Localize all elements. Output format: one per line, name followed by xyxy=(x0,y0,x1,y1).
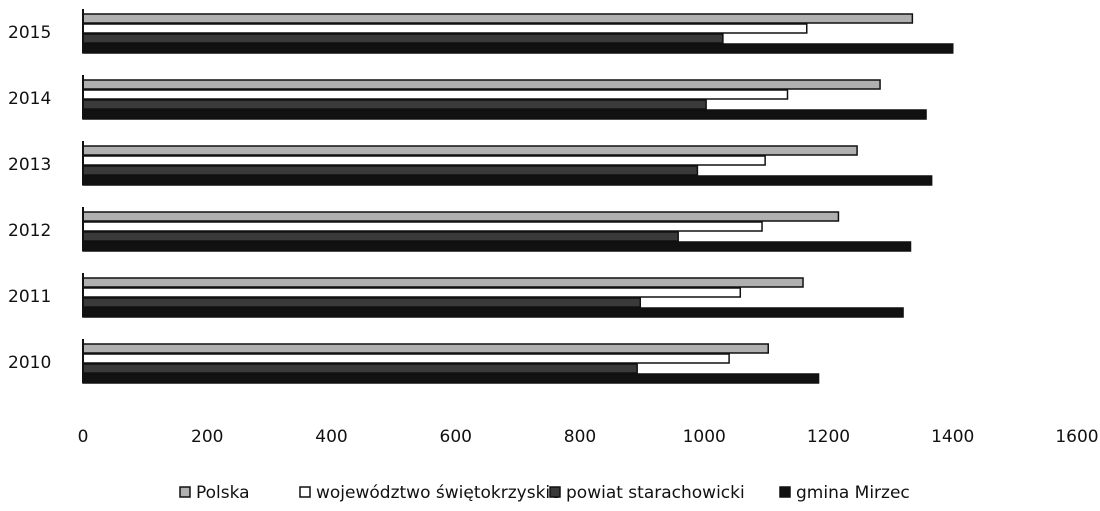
legend-label: gmina Mirzec xyxy=(796,483,910,503)
bar xyxy=(82,165,699,176)
bar xyxy=(82,297,642,308)
bar xyxy=(82,43,954,54)
x-tick-label: 200 xyxy=(191,427,223,447)
legend-label: województwo świętokrzyskie xyxy=(316,483,561,503)
y-tick-label: 2010 xyxy=(8,353,51,373)
legend-swatch xyxy=(779,486,791,498)
x-tick-label: 0 xyxy=(78,427,89,447)
bar xyxy=(82,287,742,298)
bar xyxy=(82,343,769,354)
x-tick-label: 400 xyxy=(315,427,347,447)
x-tick-label: 600 xyxy=(440,427,472,447)
y-tick-label: 2014 xyxy=(8,89,51,109)
bar xyxy=(82,33,724,44)
x-tick-label: 1200 xyxy=(807,427,850,447)
legend-swatch xyxy=(549,486,561,498)
bar xyxy=(82,155,766,166)
bar xyxy=(82,23,808,34)
bar xyxy=(82,373,820,384)
bar xyxy=(82,89,789,100)
bar xyxy=(82,13,914,24)
bar xyxy=(82,307,904,318)
bar xyxy=(82,277,804,288)
bar xyxy=(82,353,730,364)
bar xyxy=(82,145,858,156)
y-tick-label: 2011 xyxy=(8,287,51,307)
x-tick-label: 1600 xyxy=(1055,427,1098,447)
legend-label: powiat starachowicki xyxy=(566,483,745,503)
x-tick-label: 1000 xyxy=(683,427,726,447)
x-tick-label: 1400 xyxy=(931,427,974,447)
bar xyxy=(82,231,679,242)
y-tick-label: 2013 xyxy=(8,155,51,175)
bar xyxy=(82,79,881,90)
legend-swatch xyxy=(179,486,191,498)
bar xyxy=(82,109,927,120)
bar xyxy=(82,211,840,222)
y-tick-label: 2015 xyxy=(8,23,51,43)
bar xyxy=(82,221,763,232)
bar xyxy=(82,363,638,374)
legend-swatch xyxy=(299,486,311,498)
bar xyxy=(82,99,707,110)
bar xyxy=(82,175,933,186)
y-tick-label: 2012 xyxy=(8,221,51,241)
x-tick-label: 800 xyxy=(564,427,596,447)
legend-label: Polska xyxy=(196,483,250,503)
bar xyxy=(82,241,912,252)
